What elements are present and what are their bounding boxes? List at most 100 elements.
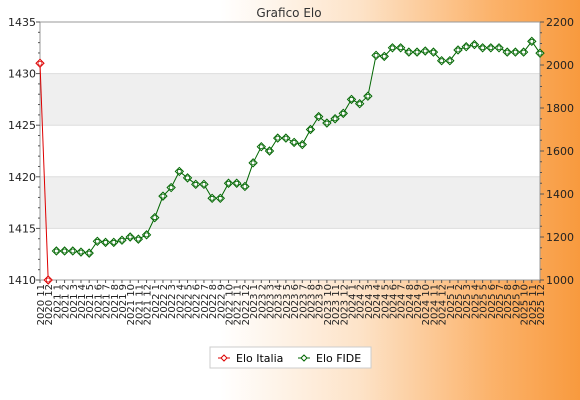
data-point-inner [94,238,100,244]
data-point [215,193,226,204]
data-point [453,45,463,55]
series-layer [35,36,545,285]
data-point-inner [70,248,76,254]
data-point-inner [209,195,215,201]
data-point-inner [111,239,117,245]
x-tick-label: 2021 10 [126,284,137,325]
right-tick-label: 2000 [546,59,574,72]
x-tick-label: 2023 5 [282,284,293,319]
data-point-inner [291,139,297,145]
data-point-inner [135,236,141,242]
x-tick-label: 2025 5 [479,284,490,319]
data-point-inner [185,175,190,181]
right-tick-label: 1200 [546,231,574,244]
left-tick-label: 1420 [8,171,36,184]
data-point-inner [283,135,289,141]
x-tick-label: 2021 12 [143,284,154,325]
data-point-inner [201,181,207,187]
legend-label: Elo Italia [236,352,283,365]
x-tick-label: 2024 12 [438,284,449,325]
x-tick-label: 2025 10 [520,284,531,325]
data-point-inner [455,47,461,53]
data-point [109,237,119,248]
data-point [330,114,340,124]
data-point [232,178,242,188]
series-elo-italia [35,58,53,285]
data-point-inner [53,248,59,254]
right-tick-label: 1400 [546,188,574,201]
data-point-inner [234,180,240,186]
data-point-inner [226,180,231,186]
data-point [305,124,316,135]
data-point-inner [357,101,363,107]
data-point-inner [299,142,305,147]
data-point-inner [431,49,436,55]
data-point [117,235,127,245]
data-point [477,43,488,53]
data-point [150,212,160,223]
series-line [39,63,49,281]
x-tick-label: 2024 11 [429,284,440,325]
x-tick-label: 2025 1 [446,284,457,319]
right-tick-label: 1800 [546,102,574,115]
x-tick-label: 2022 1 [151,284,162,319]
legend-swatch-marker [220,354,228,362]
x-tick-label: 2023 11 [331,284,342,325]
data-point [363,91,373,101]
data-point-inner [78,249,84,255]
x-tick-label: 2022 6 [192,284,203,319]
data-point-inner [176,169,182,174]
right-axis: 1000 1200 1400 1600 1800 2000 2200 [540,16,574,287]
data-point-inner [381,54,387,59]
data-point [125,232,135,242]
data-point [494,43,504,53]
right-tick-label: 2200 [546,16,574,29]
data-point-inner [406,49,412,55]
data-point [469,39,480,50]
data-point-inner [324,120,330,126]
data-point-inner [62,248,67,254]
x-tick-label: 2022 11 [233,284,244,325]
data-point [322,118,332,128]
data-point-inner [144,232,149,238]
x-tick-label: 2022 5 [184,284,195,319]
data-point [43,275,53,285]
x-tick-label: 2022 4 [175,284,186,319]
data-point-inner [86,250,92,256]
data-point [191,179,201,190]
data-point-inner [103,239,108,245]
data-point [68,246,78,256]
right-tick-label: 1600 [546,145,574,158]
x-tick-label: 2021 7 [102,284,113,319]
grid-band [40,176,540,229]
data-point [395,43,406,53]
data-point-inner [152,215,158,221]
x-tick-label: 2025 2 [454,284,465,319]
data-point-inner [488,45,494,51]
x-tick-label: 2025 12 [536,284,547,325]
data-point [240,181,250,192]
x-tick-label: 2022 3 [167,284,178,319]
left-tick-label: 1435 [8,16,36,29]
data-point-inner [398,45,404,51]
data-point [502,47,512,57]
data-point [313,111,324,122]
legend-swatch-marker [300,354,308,362]
x-tick-label: 2024 1 [347,284,358,319]
left-axis: 1410 1415 1420 1425 1430 1435 [8,16,40,287]
x-tick-label: 2021 5 [85,284,96,319]
x-tick-label: 2025 7 [495,284,506,319]
x-tick-label: 2023 7 [298,284,309,319]
left-tick-label: 1415 [8,222,36,235]
left-tick-label: 1410 [8,274,36,287]
x-tick-label: 2024 7 [397,284,408,319]
data-point [289,137,299,148]
x-tick-label: 2024 5 [380,284,391,319]
data-point [272,133,283,143]
data-point [223,178,234,188]
data-point [354,98,365,109]
data-point [445,55,455,66]
x-tick-label: 2024 4 [372,284,383,319]
data-point-inner [258,144,264,150]
